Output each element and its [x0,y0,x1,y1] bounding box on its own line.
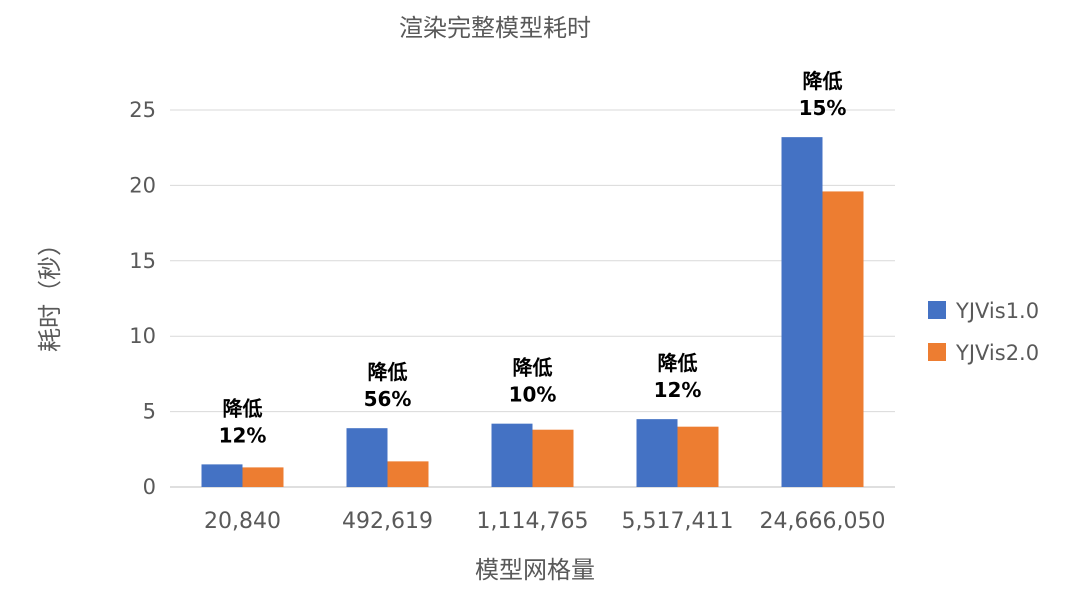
legend-swatch [928,343,946,361]
legend-label: YJVis2.0 [955,341,1039,365]
bar-yjvis20-3 [677,426,719,487]
bar-yjvis10-1 [346,428,388,487]
bar-yjvis10-2 [491,423,533,487]
legend-label: YJVis1.0 [955,299,1039,323]
y-tick-label: 15 [129,249,156,273]
bars [201,137,864,488]
annotation-label: 降低 [223,396,263,420]
gridlines [170,109,895,488]
y-axis-title: 耗时（秒） [36,232,64,352]
y-tick-label: 20 [129,173,156,197]
x-axis-categories: 20,840 492,619 1,114,765 5,517,411 24,666,05… [204,509,885,534]
y-tick-label: 10 [129,324,156,348]
annotation-label: 降低 [803,69,843,93]
bar-yjvis20-0 [242,467,284,487]
annotation-percent: 10% [509,383,557,407]
legend: YJVis1.0 YJVis2.0 [928,299,1039,365]
annotation-label: 降低 [513,356,553,380]
x-tick-label: 5,517,411 [622,509,734,534]
chart-title: 渲染完整模型耗时 [399,14,591,42]
annotation-percent: 12% [654,378,702,402]
y-axis-ticks: 0 5 10 15 20 25 [129,98,156,499]
bar-yjvis20-1 [387,461,429,487]
annotation-percent: 15% [799,96,847,120]
x-tick-label: 24,666,050 [760,509,886,534]
x-axis-title: 模型网格量 [475,556,595,584]
y-tick-label: 5 [143,400,156,424]
annotation-percent: 12% [219,423,267,447]
y-tick-label: 25 [129,98,156,122]
y-tick-label: 0 [143,475,156,499]
annotation-label: 降低 [368,360,408,384]
bar-yjvis10-0 [201,464,243,487]
annotation-percent: 56% [364,387,412,411]
bar-yjvis20-4 [822,191,864,487]
legend-swatch [928,301,946,319]
bar-yjvis10-4 [781,137,823,488]
x-tick-label: 492,619 [342,509,433,534]
annotation-label: 降低 [658,351,698,375]
x-tick-label: 1,114,765 [477,509,589,534]
x-tick-label: 20,840 [204,509,281,534]
bar-yjvis20-2 [532,429,574,487]
bar-yjvis10-3 [636,419,678,487]
annotations: 12% 降低 56% 降低 10% 降低 12% 降低 15% 降低 [219,69,847,447]
